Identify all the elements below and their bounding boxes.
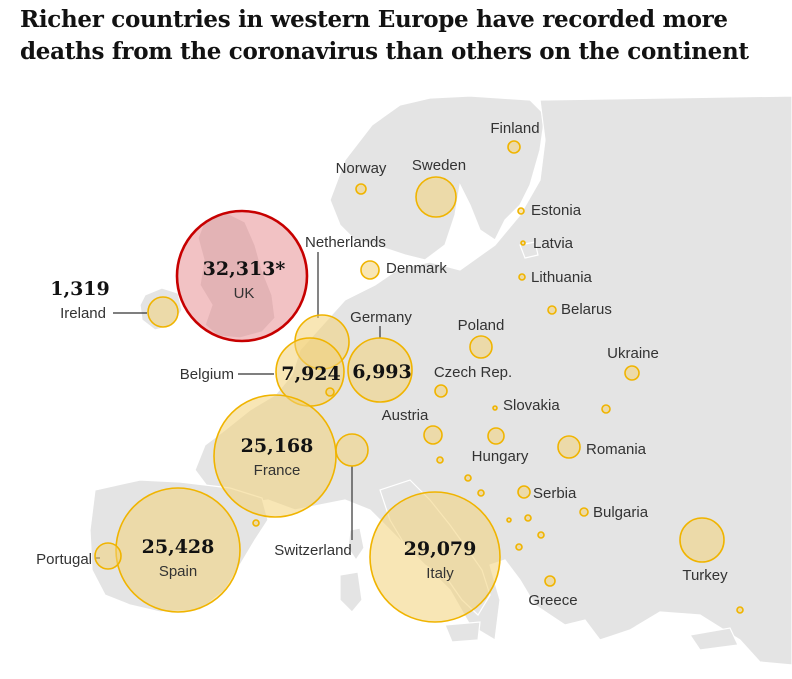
bubble-czech[interactable] xyxy=(434,384,448,398)
finland-label: Finland xyxy=(490,120,539,137)
bubble-andorra[interactable] xyxy=(252,519,260,527)
bubble-romania[interactable] xyxy=(557,435,581,459)
bubble-ukraine[interactable] xyxy=(624,365,640,381)
uk-label: UK xyxy=(234,285,255,302)
bubble-belarus[interactable] xyxy=(547,305,557,315)
italy-label: Italy xyxy=(426,565,454,582)
bubble-luxembourg[interactable] xyxy=(325,387,335,397)
bubble-hungary[interactable] xyxy=(487,427,505,445)
bubble-poland[interactable] xyxy=(469,335,493,359)
austria-label: Austria xyxy=(382,407,429,424)
switzerland-label: Switzerland xyxy=(274,542,352,559)
norway-label: Norway xyxy=(336,160,387,177)
germany-label: Germany xyxy=(350,309,412,326)
bubble-finland[interactable] xyxy=(507,140,521,154)
denmark-label: Denmark xyxy=(386,260,447,277)
bulgaria-label: Bulgaria xyxy=(593,504,649,521)
bubble-italy[interactable] xyxy=(369,491,501,623)
poland-label: Poland xyxy=(458,317,505,334)
belarus-label: Belarus xyxy=(561,301,612,318)
bubble-sweden[interactable] xyxy=(415,176,457,218)
bubble-bosnia[interactable] xyxy=(477,489,485,497)
bubble-switzerland[interactable] xyxy=(335,433,369,467)
ireland-value: 1,319 xyxy=(50,278,110,300)
greece-label: Greece xyxy=(528,592,577,609)
netherlands-label: Netherlands xyxy=(305,234,386,251)
slovakia-label: Slovakia xyxy=(503,397,560,414)
italy-value: 29,079 xyxy=(404,538,477,560)
bubble-cyprus[interactable] xyxy=(736,606,744,614)
bubble-france[interactable] xyxy=(213,394,337,518)
portugal-label: Portugal xyxy=(36,551,92,568)
uk-value: 32,313* xyxy=(203,258,286,280)
belgium-label: Belgium xyxy=(180,366,234,383)
lithuania-label: Lithuania xyxy=(531,269,593,286)
bubble-turkey[interactable] xyxy=(679,517,725,563)
bubble-denmark[interactable] xyxy=(360,260,380,280)
latvia-label: Latvia xyxy=(533,235,574,252)
germany-value: 6,993 xyxy=(352,361,412,383)
turkey-label: Turkey xyxy=(682,567,728,584)
ireland-label: Ireland xyxy=(60,305,106,322)
belgium-value: 7,924 xyxy=(281,363,341,385)
sweden-label: Sweden xyxy=(412,157,466,174)
bubble-estonia[interactable] xyxy=(517,207,525,215)
bubble-kosovo[interactable] xyxy=(524,514,532,522)
czech-label: Czech Rep. xyxy=(434,364,512,381)
ukraine-label: Ukraine xyxy=(607,345,659,362)
spain-label: Spain xyxy=(159,563,197,580)
bubbles xyxy=(94,140,744,623)
bubble-n-macedonia[interactable] xyxy=(537,531,545,539)
hungary-label: Hungary xyxy=(472,448,529,465)
bubble-ireland[interactable] xyxy=(147,296,179,328)
bubble-greece[interactable] xyxy=(544,575,556,587)
france-value: 25,168 xyxy=(241,435,314,457)
bubble-slovenia[interactable] xyxy=(436,456,444,464)
bubble-lithuania[interactable] xyxy=(518,273,526,281)
bubble-germany[interactable] xyxy=(347,337,413,403)
chart-title: Richer countries in western Europe have … xyxy=(20,6,749,65)
bubble-croatia[interactable] xyxy=(464,474,472,482)
bubble-norway[interactable] xyxy=(355,183,367,195)
france-label: France xyxy=(254,462,301,479)
bubble-albania[interactable] xyxy=(515,543,523,551)
romania-label: Romania xyxy=(586,441,647,458)
bubble-slovakia[interactable] xyxy=(492,405,498,411)
europe-map: 32,313* UK 1,319 Ireland 7,924 Belgium N… xyxy=(36,95,792,666)
bubble-moldova[interactable] xyxy=(601,404,611,414)
spain-value: 25,428 xyxy=(142,536,215,558)
bubble-montenegro[interactable] xyxy=(506,517,512,523)
bubble-serbia[interactable] xyxy=(517,485,531,499)
serbia-label: Serbia xyxy=(533,485,577,502)
bubble-latvia[interactable] xyxy=(520,240,526,246)
bubble-portugal[interactable] xyxy=(94,542,122,570)
estonia-label: Estonia xyxy=(531,202,582,219)
bubble-uk[interactable] xyxy=(175,209,309,343)
bubble-bulgaria[interactable] xyxy=(579,507,589,517)
bubble-austria[interactable] xyxy=(423,425,443,445)
